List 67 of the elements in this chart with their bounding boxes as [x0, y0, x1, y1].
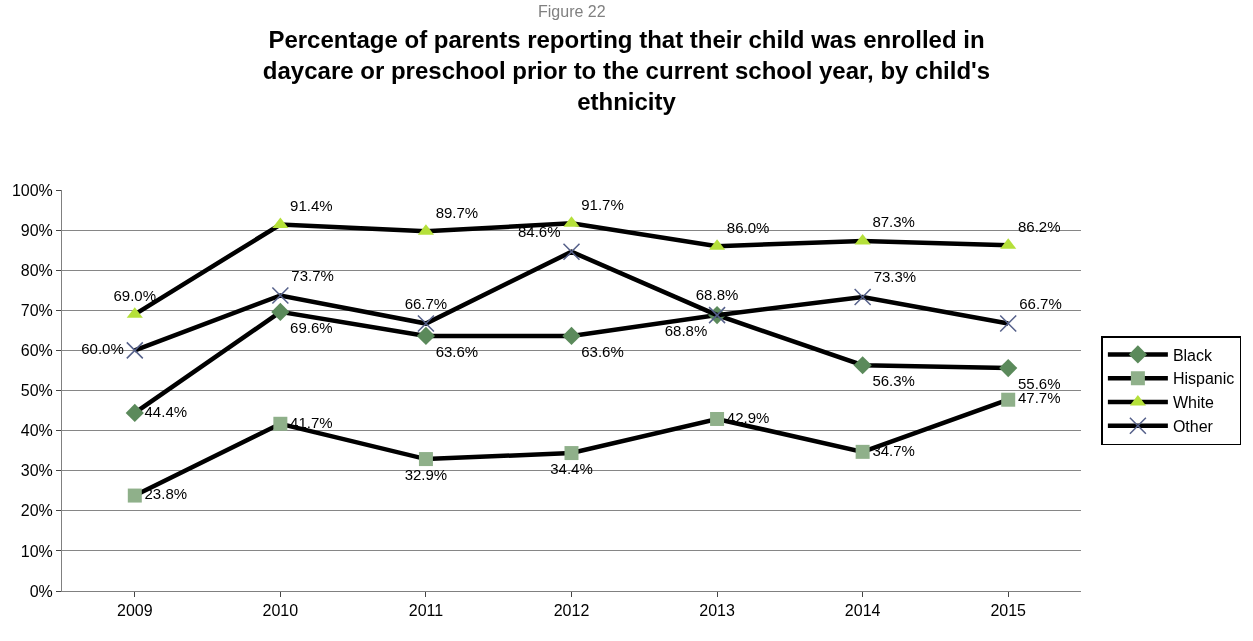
data-label: 66.7% — [404, 294, 448, 312]
point — [855, 444, 870, 459]
x-tick-label: 2011 — [408, 602, 444, 620]
data-label: 44.4% — [144, 402, 188, 420]
y-tick-label: 70% — [20, 301, 53, 319]
y-tick-label: 10% — [20, 542, 53, 560]
chart-title: Percentage of parents reporting that their child was enrolled in daycare or preschool prior to the current school year, by child's ethnicity — [262, 26, 991, 116]
y-tick-label: 20% — [20, 502, 53, 520]
point — [562, 243, 581, 261]
y-tick-label: 30% — [20, 462, 53, 480]
point — [999, 358, 1018, 378]
x-tick-label: 2013 — [699, 602, 735, 620]
data-label: 73.7% — [291, 266, 334, 284]
data-label: 84.6% — [517, 223, 561, 240]
point — [418, 452, 433, 467]
x-tick-label: 2010 — [262, 602, 299, 620]
data-label: 63.6% — [435, 342, 479, 360]
data-label: 87.3% — [872, 213, 915, 231]
point — [999, 314, 1017, 333]
point — [273, 416, 288, 431]
y-tick-label: 40% — [20, 422, 53, 440]
point — [564, 446, 579, 461]
data-label: 69.6% — [290, 318, 333, 336]
legend-label: Black — [1172, 346, 1214, 364]
data-label: 63.6% — [581, 342, 624, 360]
x-tick-label: 2009 — [116, 602, 153, 620]
y-tick-label: 90% — [20, 221, 53, 239]
point — [854, 233, 871, 245]
y-tick-label: 80% — [20, 261, 53, 279]
legend-label: Other — [1172, 418, 1214, 436]
x-tick-label: 2012 — [553, 602, 590, 620]
point — [853, 288, 872, 306]
x-tick-label: 2015 — [990, 602, 1027, 620]
data-label: 91.7% — [581, 195, 624, 213]
data-label: 73.3% — [873, 268, 917, 286]
x-tick-label: 2014 — [844, 602, 881, 620]
y-tick-label: 0% — [29, 582, 53, 600]
data-label: 34.4% — [550, 460, 593, 478]
point — [271, 302, 290, 321]
point — [417, 314, 435, 333]
point — [416, 326, 436, 346]
point — [126, 341, 144, 360]
point — [853, 356, 872, 375]
legend-label: Hispanic — [1172, 370, 1235, 388]
point — [710, 411, 725, 426]
data-label: 89.7% — [435, 203, 479, 221]
y-tick-label: 100% — [11, 181, 53, 199]
legend-label: White — [1172, 394, 1214, 412]
y-tick-label: 60% — [20, 342, 53, 359]
caption: Figure 22 — [538, 3, 606, 20]
point — [1001, 392, 1016, 407]
point — [562, 326, 581, 346]
point — [125, 403, 144, 423]
data-label: 60.0% — [81, 340, 124, 358]
data-label: 86.0% — [726, 218, 770, 236]
data-label: 91.4% — [290, 196, 333, 214]
data-label: 66.7% — [1019, 294, 1062, 312]
point — [127, 488, 142, 503]
data-label: 69.0% — [113, 286, 157, 304]
data-label: 23.8% — [144, 485, 188, 503]
data-label: 56.3% — [872, 372, 915, 390]
point — [271, 286, 290, 305]
data-label: 68.8% — [695, 286, 739, 304]
data-label: 32.9% — [404, 466, 448, 484]
y-tick-label: 50% — [20, 382, 53, 400]
data-label: 86.2% — [1017, 217, 1061, 235]
data-label: 68.8% — [664, 322, 708, 340]
